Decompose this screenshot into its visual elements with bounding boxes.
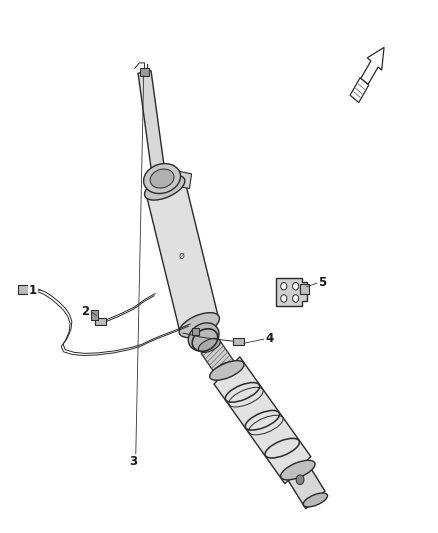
Text: 5: 5 (318, 276, 326, 289)
Polygon shape (163, 168, 191, 189)
FancyBboxPatch shape (95, 318, 106, 325)
FancyBboxPatch shape (140, 68, 149, 76)
Polygon shape (201, 337, 233, 377)
Ellipse shape (198, 338, 220, 352)
Text: 1: 1 (29, 284, 37, 297)
Circle shape (293, 282, 299, 290)
Ellipse shape (303, 493, 328, 507)
Ellipse shape (145, 175, 185, 200)
Ellipse shape (179, 313, 219, 337)
Ellipse shape (210, 361, 244, 380)
Ellipse shape (281, 461, 315, 480)
FancyBboxPatch shape (300, 284, 309, 294)
Text: 3: 3 (130, 455, 138, 467)
Text: 2: 2 (81, 305, 89, 318)
Polygon shape (288, 463, 325, 509)
Polygon shape (214, 357, 311, 484)
Circle shape (293, 295, 299, 302)
Circle shape (281, 295, 287, 302)
FancyBboxPatch shape (91, 310, 98, 320)
Polygon shape (361, 47, 384, 85)
Ellipse shape (144, 164, 180, 193)
Text: ø: ø (179, 251, 185, 261)
Polygon shape (276, 278, 307, 306)
FancyBboxPatch shape (233, 338, 244, 345)
FancyBboxPatch shape (18, 285, 32, 294)
Ellipse shape (188, 323, 219, 351)
Polygon shape (146, 181, 219, 332)
Circle shape (296, 475, 304, 484)
Ellipse shape (150, 169, 174, 188)
Polygon shape (350, 78, 369, 102)
Text: 4: 4 (265, 332, 273, 345)
Circle shape (281, 282, 287, 290)
Ellipse shape (215, 362, 237, 376)
FancyBboxPatch shape (192, 328, 199, 335)
Polygon shape (138, 71, 164, 169)
